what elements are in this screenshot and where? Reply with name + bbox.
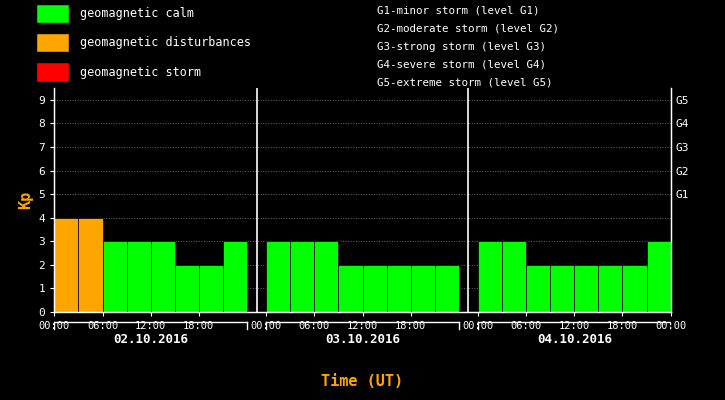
Text: 04.10.2016: 04.10.2016: [536, 333, 612, 346]
Bar: [526, 265, 550, 312]
Text: G5-extreme storm (level G5): G5-extreme storm (level G5): [377, 78, 552, 88]
Bar: [339, 265, 362, 312]
Text: G2-moderate storm (level G2): G2-moderate storm (level G2): [377, 24, 559, 34]
Text: G4-severe storm (level G4): G4-severe storm (level G4): [377, 60, 546, 70]
Bar: [266, 241, 290, 312]
Bar: [223, 241, 247, 312]
Bar: [386, 265, 410, 312]
FancyBboxPatch shape: [36, 32, 69, 52]
Text: Time (UT): Time (UT): [321, 374, 404, 390]
Bar: [151, 241, 175, 312]
Bar: [175, 265, 199, 312]
Text: geomagnetic storm: geomagnetic storm: [80, 66, 201, 79]
Bar: [574, 265, 598, 312]
Bar: [199, 265, 223, 312]
FancyBboxPatch shape: [36, 4, 69, 23]
Bar: [78, 218, 102, 312]
Bar: [102, 241, 127, 312]
Bar: [290, 241, 315, 312]
Text: 03.10.2016: 03.10.2016: [325, 333, 400, 346]
Text: G3-strong storm (level G3): G3-strong storm (level G3): [377, 42, 546, 52]
Bar: [550, 265, 574, 312]
Bar: [315, 241, 339, 312]
FancyBboxPatch shape: [36, 62, 69, 82]
Bar: [502, 241, 526, 312]
Text: 02.10.2016: 02.10.2016: [113, 333, 188, 346]
Bar: [647, 241, 671, 312]
Bar: [478, 241, 502, 312]
Bar: [435, 265, 459, 312]
Bar: [410, 265, 435, 312]
Bar: [127, 241, 151, 312]
Bar: [623, 265, 647, 312]
Bar: [598, 265, 623, 312]
Y-axis label: Kp: Kp: [18, 191, 33, 209]
Text: G1-minor storm (level G1): G1-minor storm (level G1): [377, 6, 539, 16]
Bar: [54, 218, 78, 312]
Bar: [362, 265, 386, 312]
Text: geomagnetic calm: geomagnetic calm: [80, 7, 194, 20]
Text: geomagnetic disturbances: geomagnetic disturbances: [80, 36, 251, 49]
